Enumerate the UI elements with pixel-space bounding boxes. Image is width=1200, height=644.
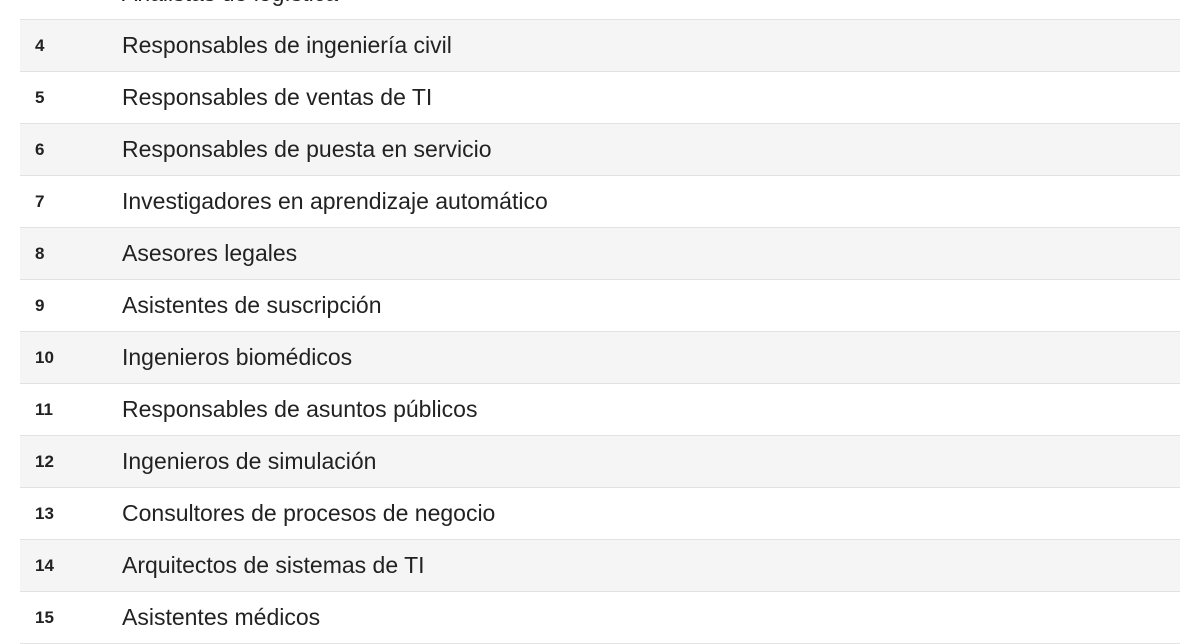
job-title: Ingenieros de simulación [122,448,377,474]
job-title: Asesores legales [122,240,298,266]
job-title: Responsables de ingeniería civil [122,32,452,58]
job-title: Consultores de procesos de negocio [122,500,496,526]
rank-number: 7 [35,191,45,211]
list-item: 13 Consultores de procesos de negocio [20,488,1180,540]
list-item: 15 Asistentes médicos [20,592,1180,644]
rank-number: 14 [35,555,54,575]
list-item: 7 Investigadores en aprendizaje automátic… [20,176,1180,228]
list-item: 12 Ingenieros de simulación [20,436,1180,488]
job-title: Investigadores en aprendizaje automático [122,188,548,214]
job-title: Asistentes médicos [122,604,321,630]
list-item: 5 Responsables de ventas de TI [20,72,1180,124]
rank-number: 11 [35,399,53,419]
rank-number: 4 [35,35,45,55]
rank-number: 10 [35,347,54,367]
rank-number: 6 [35,139,45,159]
list-item: 11 Responsables de asuntos públicos [20,384,1180,436]
rank-number: 9 [35,295,45,315]
rank-number: 15 [35,607,54,627]
rank-number: 12 [35,451,54,471]
job-title: Analistas de logística [122,0,338,7]
rank-number: 13 [35,503,54,523]
rank-number: 5 [35,87,45,107]
list-item: 4 Responsables de ingeniería civil [20,20,1180,72]
ranked-job-list: 3Analistas de logística 4 Responsables de … [20,0,1180,644]
list-item: 10 Ingenieros biomédicos [20,332,1180,384]
list-item: 8 Asesores legales [20,228,1180,280]
job-title: Responsables de asuntos públicos [122,396,478,422]
job-title: Responsables de ventas de TI [122,84,433,110]
list-item: 3Analistas de logística [20,0,1180,20]
list-item: 6 Responsables de puesta en servicio [20,124,1180,176]
job-title: Responsables de puesta en servicio [122,136,492,162]
rank-number: 8 [35,243,45,263]
job-title: Ingenieros biomédicos [122,344,353,370]
list-item: 14 Arquitectos de sistemas de TI [20,540,1180,592]
rank-number: 3 [20,0,122,4]
job-title: Arquitectos de sistemas de TI [122,552,425,578]
job-title: Asistentes de suscripción [122,292,382,318]
list-item: 9 Asistentes de suscripción [20,280,1180,332]
